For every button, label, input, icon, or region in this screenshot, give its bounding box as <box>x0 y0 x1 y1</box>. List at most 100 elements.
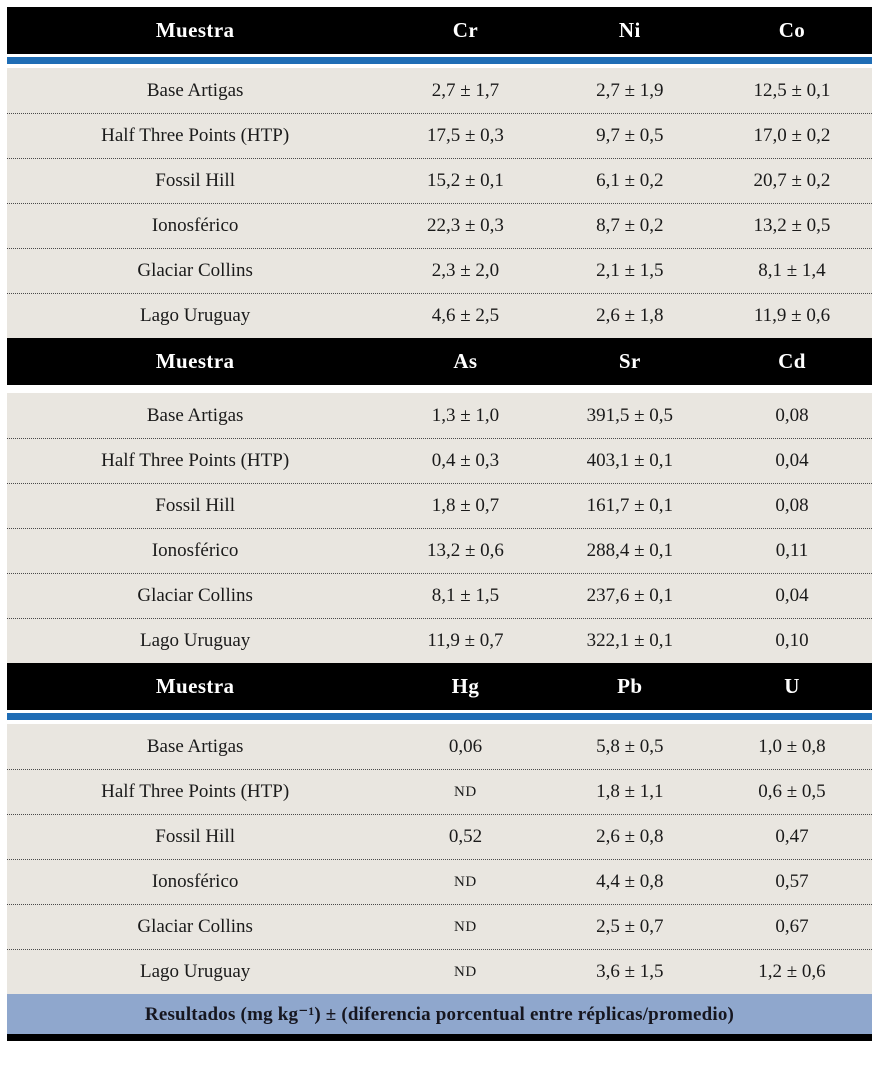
table-row: Lago Uruguay 11,9 ± 0,7 322,1 ± 0,1 0,10 <box>7 618 872 663</box>
value-cell: 0,67 <box>775 916 809 937</box>
value-cell: 0,11 <box>775 540 809 561</box>
table-row: Half Three Points (HTP) ND 1,8 ± 1,1 0,6 ± … <box>7 769 872 814</box>
sample-name-cell: Ionosférico <box>151 871 239 892</box>
sample-name-cell: Ionosférico <box>151 540 239 561</box>
value-cell: 2,7 ± 1,9 <box>596 79 664 101</box>
value-cell: 1,8 ± 1,1 <box>596 781 664 802</box>
value-cell: 1,8 ± 0,7 <box>431 495 500 516</box>
value-cell: 237,6 ± 0,1 <box>586 585 673 606</box>
accent-bar <box>7 57 872 64</box>
table-section-cr-ni-co: Muestra Cr Ni Co Base Artigas 2,7 ± 1,7 2,… <box>7 7 872 338</box>
sample-name-cell: Base Artigas <box>146 735 244 757</box>
column-header-muestra: Muestra <box>155 674 235 698</box>
value-cell: 11,9 ± 0,6 <box>753 305 831 326</box>
value-cell: 13,2 ± 0,5 <box>753 215 831 236</box>
value-cell: ND <box>454 873 477 890</box>
table-row: Glaciar Collins 8,1 ± 1,5 237,6 ± 0,1 0,04 <box>7 573 872 618</box>
sample-name-cell: Half Three Points (HTP) <box>101 781 290 802</box>
bottom-rule <box>7 1034 872 1041</box>
table-row: Fossil Hill 0,52 2,6 ± 0,8 0,47 <box>7 814 872 859</box>
table-header-row: Muestra As Sr Cd <box>7 338 872 385</box>
table-body: Base Artigas 0,06 5,8 ± 0,5 1,0 ± 0,8 Half T… <box>7 724 872 994</box>
value-cell: 17,0 ± 0,2 <box>753 125 831 146</box>
value-cell: 0,04 <box>775 585 809 606</box>
table-row: Fossil Hill 1,8 ± 0,7 161,7 ± 0,1 0,08 <box>7 483 872 528</box>
value-cell: ND <box>454 963 477 980</box>
sample-name-cell: Lago Uruguay <box>139 961 251 982</box>
table-row: Base Artigas 2,7 ± 1,7 2,7 ± 1,9 12,5 ± 0,1 <box>7 68 872 113</box>
table-section-hg-pb-u: Muestra Hg Pb U Base Artigas 0,06 5,8 ± 0,… <box>7 663 872 994</box>
sample-name-cell: Lago Uruguay <box>139 630 251 651</box>
value-cell: 8,1 ± 1,5 <box>431 585 500 606</box>
column-header-co: Co <box>778 18 806 42</box>
value-cell: 288,4 ± 0,1 <box>586 540 673 561</box>
value-cell: ND <box>454 918 477 935</box>
value-cell: 8,7 ± 0,2 <box>596 215 664 236</box>
value-cell: 0,52 <box>448 826 483 847</box>
value-cell: 1,2 ± 0,6 <box>758 961 826 982</box>
value-cell: 22,3 ± 0,3 <box>426 215 504 236</box>
value-cell: 0,57 <box>775 871 809 892</box>
table-body: Base Artigas 1,3 ± 1,0 391,5 ± 0,5 0,08 Half… <box>7 393 872 663</box>
table-row: Half Three Points (HTP) 17,5 ± 0,3 9,7 ± 0… <box>7 113 872 158</box>
sample-name-cell: Fossil Hill <box>155 826 235 847</box>
value-cell: 6,1 ± 0,2 <box>596 170 664 191</box>
value-cell: 0,47 <box>775 826 809 847</box>
value-cell: 1,3 ± 1,0 <box>431 404 500 426</box>
value-cell: 13,2 ± 0,6 <box>426 540 504 561</box>
sample-name-cell: Glaciar Collins <box>137 916 253 937</box>
table-header-row: Muestra Cr Ni Co <box>7 7 872 54</box>
value-cell: 391,5 ± 0,5 <box>586 404 673 426</box>
table-row: Base Artigas 0,06 5,8 ± 0,5 1,0 ± 0,8 <box>7 724 872 769</box>
table-row: Half Three Points (HTP) 0,4 ± 0,3 403,1 ± … <box>7 438 872 483</box>
table-row: Base Artigas 1,3 ± 1,0 391,5 ± 0,5 0,08 <box>7 393 872 438</box>
table-row: Glaciar Collins 2,3 ± 2,0 2,1 ± 1,5 8,1 ± 1… <box>7 248 872 293</box>
value-cell: ND <box>454 783 477 800</box>
value-cell: 12,5 ± 0,1 <box>753 79 831 101</box>
value-cell: 0,08 <box>775 495 809 516</box>
sample-name-cell: Glaciar Collins <box>137 260 253 281</box>
table-header-row: Muestra Hg Pb U <box>7 663 872 710</box>
sample-name-cell: Base Artigas <box>146 404 244 426</box>
value-cell: 161,7 ± 0,1 <box>586 495 673 516</box>
accent-bar <box>7 713 872 720</box>
table-caption: Resultados (mg kg⁻¹) ± (diferencia porce… <box>7 994 872 1034</box>
value-cell: 2,7 ± 1,7 <box>431 79 500 101</box>
table-row: Lago Uruguay 4,6 ± 2,5 2,6 ± 1,8 11,9 ± 0,6 <box>7 293 872 338</box>
value-cell: 4,6 ± 2,5 <box>431 305 500 326</box>
column-header-pb: Pb <box>617 674 643 698</box>
column-header-as: As <box>453 349 478 373</box>
value-cell: 2,1 ± 1,5 <box>596 260 664 281</box>
value-cell: 0,04 <box>775 450 809 471</box>
column-header-cr: Cr <box>452 18 479 42</box>
value-cell: 9,7 ± 0,5 <box>596 125 664 146</box>
results-table-page: Muestra Cr Ni Co Base Artigas 2,7 ± 1,7 2,… <box>7 7 872 1041</box>
value-cell: 0,4 ± 0,3 <box>431 450 500 471</box>
value-cell: 2,3 ± 2,0 <box>431 260 500 281</box>
column-header-cd: Cd <box>778 349 806 373</box>
value-cell: 2,5 ± 0,7 <box>596 916 664 937</box>
table-row: Ionosférico ND 4,4 ± 0,8 0,57 <box>7 859 872 904</box>
value-cell: 0,06 <box>448 735 483 757</box>
column-header-hg: Hg <box>451 674 480 698</box>
table-body: Base Artigas 2,7 ± 1,7 2,7 ± 1,9 12,5 ± 0,1… <box>7 68 872 338</box>
value-cell: 2,6 ± 1,8 <box>596 305 664 326</box>
column-header-sr: Sr <box>618 349 641 373</box>
sample-name-cell: Half Three Points (HTP) <box>101 450 290 471</box>
value-cell: 8,1 ± 1,4 <box>758 260 826 281</box>
sample-name-cell: Half Three Points (HTP) <box>101 125 290 146</box>
value-cell: 15,2 ± 0,1 <box>426 170 504 191</box>
sample-name-cell: Fossil Hill <box>155 170 235 191</box>
sample-name-cell: Lago Uruguay <box>139 305 251 326</box>
value-cell: 11,9 ± 0,7 <box>427 630 504 651</box>
table-row: Glaciar Collins ND 2,5 ± 0,7 0,67 <box>7 904 872 949</box>
value-cell: 17,5 ± 0,3 <box>426 125 504 146</box>
value-cell: 0,6 ± 0,5 <box>758 781 826 802</box>
value-cell: 5,8 ± 0,5 <box>596 735 664 757</box>
table-row: Ionosférico 22,3 ± 0,3 8,7 ± 0,2 13,2 ± 0,5 <box>7 203 872 248</box>
column-header-u: U <box>784 674 800 698</box>
sample-name-cell: Glaciar Collins <box>137 585 253 606</box>
table-row: Fossil Hill 15,2 ± 0,1 6,1 ± 0,2 20,7 ± 0,2 <box>7 158 872 203</box>
value-cell: 20,7 ± 0,2 <box>753 170 831 191</box>
table-section-as-sr-cd: Muestra As Sr Cd Base Artigas 1,3 ± 1,0 39… <box>7 338 872 663</box>
